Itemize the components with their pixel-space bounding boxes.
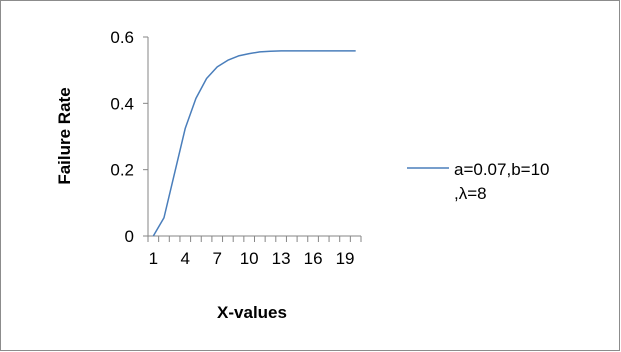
y-tick-label: 0.2 (110, 161, 134, 180)
x-tick-label: 7 (212, 249, 221, 268)
y-tick-label: 0 (125, 227, 134, 246)
x-tick-label: 1 (149, 249, 158, 268)
y-axis-title: Failure Rate (55, 87, 74, 184)
x-tick-label: 16 (304, 249, 323, 268)
x-tick-label: 10 (240, 249, 259, 268)
legend-label: ,λ=8 (454, 184, 487, 203)
series-group (152, 50, 356, 237)
x-ticks: 1 4 7 10 13 16 19 (147, 236, 362, 268)
y-tick-label: 0.6 (110, 28, 134, 47)
x-tick-label: 13 (272, 249, 291, 268)
x-tick-label: 19 (336, 249, 355, 268)
y-ticks: 0 0.2 0.4 0.6 (110, 28, 148, 246)
y-tick-label: 0.4 (110, 94, 134, 113)
x-axis-title: X-values (217, 303, 287, 322)
series-line (152, 50, 356, 237)
legend-label: a=0.07,b=10 (454, 160, 549, 179)
legend: a=0.07,b=10 ,λ=8 (407, 160, 549, 203)
x-tick-label: 4 (181, 249, 190, 268)
